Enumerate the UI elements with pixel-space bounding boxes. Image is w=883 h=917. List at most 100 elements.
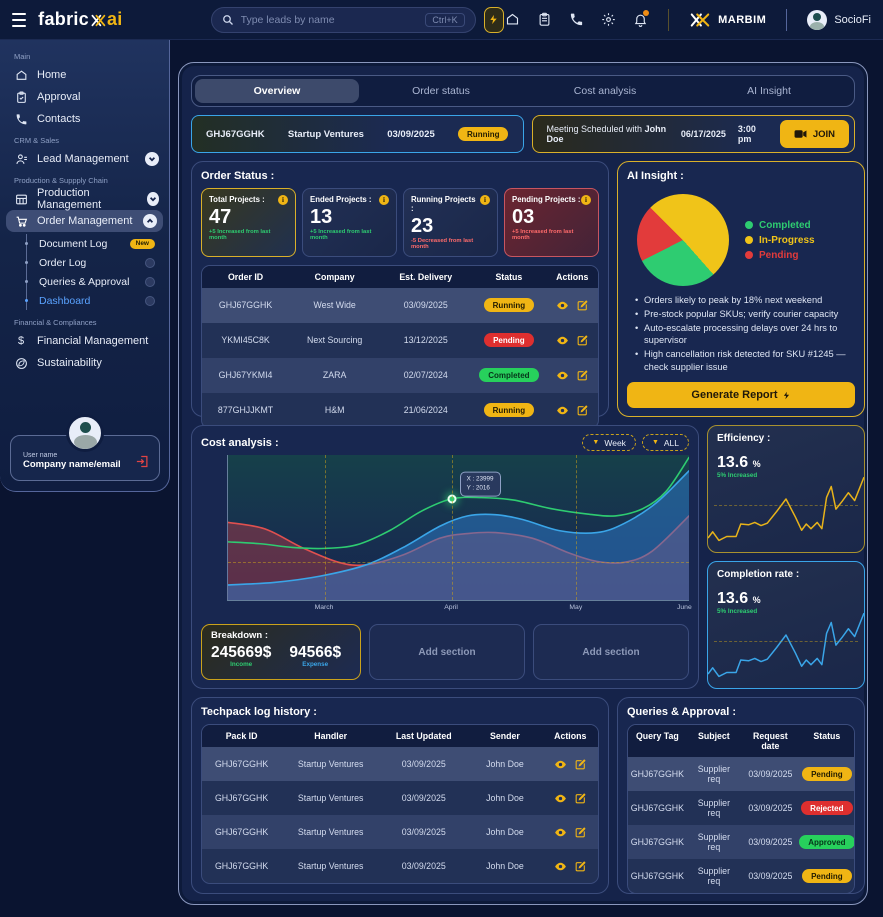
phone-icon[interactable]	[568, 12, 584, 28]
stat-value: 03	[512, 206, 535, 228]
table-row: YKMI45C8K Next Sourcing 13/12/2025 Pending	[202, 322, 598, 358]
sidebar-item-approval[interactable]: Approval	[0, 86, 169, 108]
sidebar-item-contacts[interactable]: Contacts	[0, 108, 169, 130]
eye-icon[interactable]	[554, 860, 567, 873]
table-cell: Startup Ventures	[297, 861, 364, 871]
add-section-button[interactable]: Add section	[533, 624, 689, 680]
info-icon[interactable]	[581, 195, 591, 205]
edit-icon[interactable]	[576, 334, 589, 347]
clipboard-icon[interactable]	[536, 12, 552, 28]
edit-icon[interactable]	[574, 860, 587, 873]
eye-icon[interactable]	[554, 758, 567, 771]
section-label-crm: CRM & Sales	[14, 136, 60, 145]
app-logo: fabric ai	[38, 9, 122, 30]
settings-gear-icon[interactable]	[600, 12, 616, 28]
table-cell: 03/09/2025	[748, 837, 793, 847]
divider	[668, 8, 670, 31]
sidebar-item-label: Approval	[37, 91, 81, 103]
sidebar-item-order-management[interactable]: Order Management	[6, 210, 163, 232]
eye-icon[interactable]	[556, 334, 569, 347]
tabs-bar: Overview Order status Cost analysis AI I…	[191, 75, 855, 107]
sidebar-item-document-log[interactable]: Document Log New	[25, 234, 169, 253]
order-status-title: Order Status :	[201, 170, 275, 182]
chevron-down-icon[interactable]	[145, 152, 159, 166]
queries-panel: Queries & Approval : Query Tag Subject Req…	[617, 697, 865, 894]
sidebar-item-dashboard[interactable]: Dashboard	[25, 291, 169, 310]
tab-overview[interactable]: Overview	[195, 79, 359, 103]
account-menu[interactable]: SocioFi	[807, 9, 871, 30]
tab-cost-analysis[interactable]: Cost analysis	[573, 85, 637, 97]
sidebar-item-sustainability[interactable]: Sustainability	[0, 352, 169, 374]
table-cell: Startup Ventures	[297, 793, 364, 803]
edit-icon[interactable]	[576, 369, 589, 382]
account-label: SocioFi	[834, 13, 871, 26]
logout-icon[interactable]	[135, 454, 150, 469]
generate-report-button[interactable]: Generate Report	[627, 382, 855, 408]
breakdown-title: Breakdown :	[211, 630, 269, 641]
eye-icon[interactable]	[554, 826, 567, 839]
info-icon[interactable]	[278, 195, 288, 205]
tab-order-status[interactable]: Order status	[412, 85, 470, 97]
edit-icon[interactable]	[576, 299, 589, 312]
sidebar-item-label: Financial Management	[37, 335, 149, 347]
sidebar-item-home[interactable]: Home	[0, 64, 169, 86]
sidebar-item-financial-management[interactable]: Financial Management	[0, 330, 169, 352]
brand-marbim[interactable]: MARBIM	[689, 12, 766, 28]
section-label-financial: Financial & Compliances	[14, 318, 97, 327]
notifications-bell-icon[interactable]	[632, 9, 650, 28]
pie-legend: Completed In-Progress Pending	[745, 216, 815, 265]
join-meeting-button[interactable]: JOIN	[779, 120, 849, 148]
add-section-button[interactable]: Add section	[369, 624, 525, 680]
legend-item: Completed	[745, 220, 815, 231]
expense-label: Expense	[302, 661, 329, 669]
edit-icon[interactable]	[574, 792, 587, 805]
search-input[interactable]	[240, 13, 419, 26]
eye-icon[interactable]	[556, 299, 569, 312]
count-badge	[145, 257, 155, 268]
table-cell: John Doe	[486, 759, 524, 769]
eye-icon[interactable]	[554, 792, 567, 805]
user-card[interactable]: User name Company name/email	[10, 414, 160, 481]
legend-dot	[745, 221, 753, 229]
stat-note: +5 Increased from last month	[512, 229, 574, 241]
all-filter-button[interactable]: ▼ ALL	[641, 434, 689, 451]
efficiency-card: Efficiency : 13.6 % 5% Increased	[707, 425, 865, 553]
quick-action-button[interactable]	[483, 6, 505, 33]
tab-ai-insight[interactable]: AI Insight	[747, 85, 791, 97]
eye-icon[interactable]	[556, 369, 569, 382]
x-axis-labels: March April May June	[227, 604, 692, 616]
menu-icon[interactable]	[12, 12, 27, 27]
week-filter-button[interactable]: ▼ Week	[582, 434, 636, 451]
home-icon[interactable]	[504, 12, 520, 28]
legend-label: In-Progress	[759, 234, 815, 246]
bolt-icon	[783, 391, 789, 399]
legend-label: Completed	[759, 219, 811, 231]
edit-icon[interactable]	[574, 826, 587, 839]
table-row: 877GHJJKMT H&M 21/06/2024 Running	[202, 392, 598, 428]
status-pill: Running	[458, 127, 509, 141]
sidebar-item-queries-approval[interactable]: Queries & Approval	[25, 272, 169, 291]
edit-icon[interactable]	[576, 404, 589, 417]
lead-person-icon	[14, 152, 28, 166]
active-order-card[interactable]: GHJ67GGHK Startup Ventures 03/09/2025 Ru…	[191, 115, 524, 153]
column-header: Status	[495, 271, 523, 282]
order-id: GHJ67GGHK	[206, 128, 265, 140]
eye-icon[interactable]	[556, 404, 569, 417]
filter-icon: ▼	[592, 439, 600, 446]
stat-note: +5 Increased from last month	[310, 229, 372, 241]
count-badge	[145, 295, 155, 306]
completion-note: 5% Increased	[717, 608, 758, 615]
search-bar[interactable]: Ctrl+K	[210, 6, 476, 33]
table-header: Pack ID Handler Last Updated Sender Actions	[202, 725, 598, 747]
chevron-up-icon[interactable]	[143, 214, 157, 228]
table-cell: Next Sourcing	[307, 335, 363, 346]
chevron-down-icon[interactable]	[147, 192, 159, 206]
edit-icon[interactable]	[574, 758, 587, 771]
sidebar-item-lead-management[interactable]: Lead Management	[0, 148, 169, 170]
info-icon[interactable]	[379, 195, 389, 205]
order-date: 03/09/2025	[387, 128, 435, 140]
info-icon[interactable]	[480, 195, 490, 205]
expense-value: 94566$	[289, 644, 342, 661]
sidebar-item-order-log[interactable]: Order Log	[25, 253, 169, 272]
sidebar-item-production-management[interactable]: Production Management	[0, 187, 169, 211]
